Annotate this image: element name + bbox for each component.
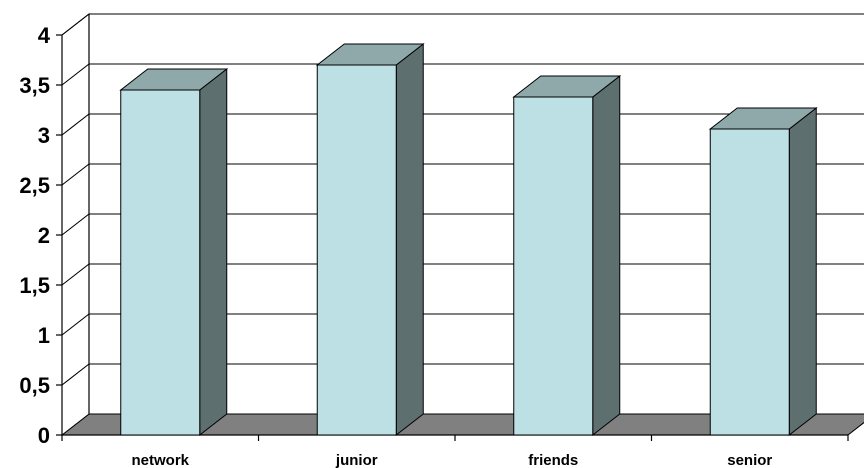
gridline-side [61,263,90,286]
bar-friends [513,96,594,436]
bar-junior [316,64,397,436]
y-tick-label: 3,5 [19,73,50,98]
bar-side-network [199,67,228,437]
gridline-side [61,213,90,236]
y-tick-label: 2 [38,223,50,248]
y-tick-label: 1,5 [19,273,50,298]
x-category-label-senior: senior [727,452,772,468]
bar-side-senior [788,106,817,437]
y-tick-label: 0 [38,423,50,448]
gridline-side [61,63,90,86]
gridline-side [61,313,90,336]
x-category-label-network: network [131,452,189,468]
gridline-side [61,13,90,36]
x-axis-category-labels: network junior friends senior [61,435,849,468]
y-tick-label: 0,5 [19,373,50,398]
y-tick-label: 4 [38,23,51,48]
bar-side-junior [395,42,424,437]
bar-network [120,89,201,436]
x-category-label-friends: friends [528,452,578,468]
bar-side-friends [592,74,621,437]
x-category-label-junior: junior [335,452,378,468]
chart-bars [119,42,818,437]
gridline-side [61,113,90,136]
gridline-side [61,363,90,386]
bar-senior [709,128,790,436]
y-axis-tick-labels: 0 0,5 1 1,5 2 2,5 3 3,5 4 [19,23,62,448]
y-tick-label: 2,5 [19,173,50,198]
gridline-side [61,163,90,186]
y-tick-label: 3 [38,123,50,148]
y-tick-label: 1 [38,323,50,348]
